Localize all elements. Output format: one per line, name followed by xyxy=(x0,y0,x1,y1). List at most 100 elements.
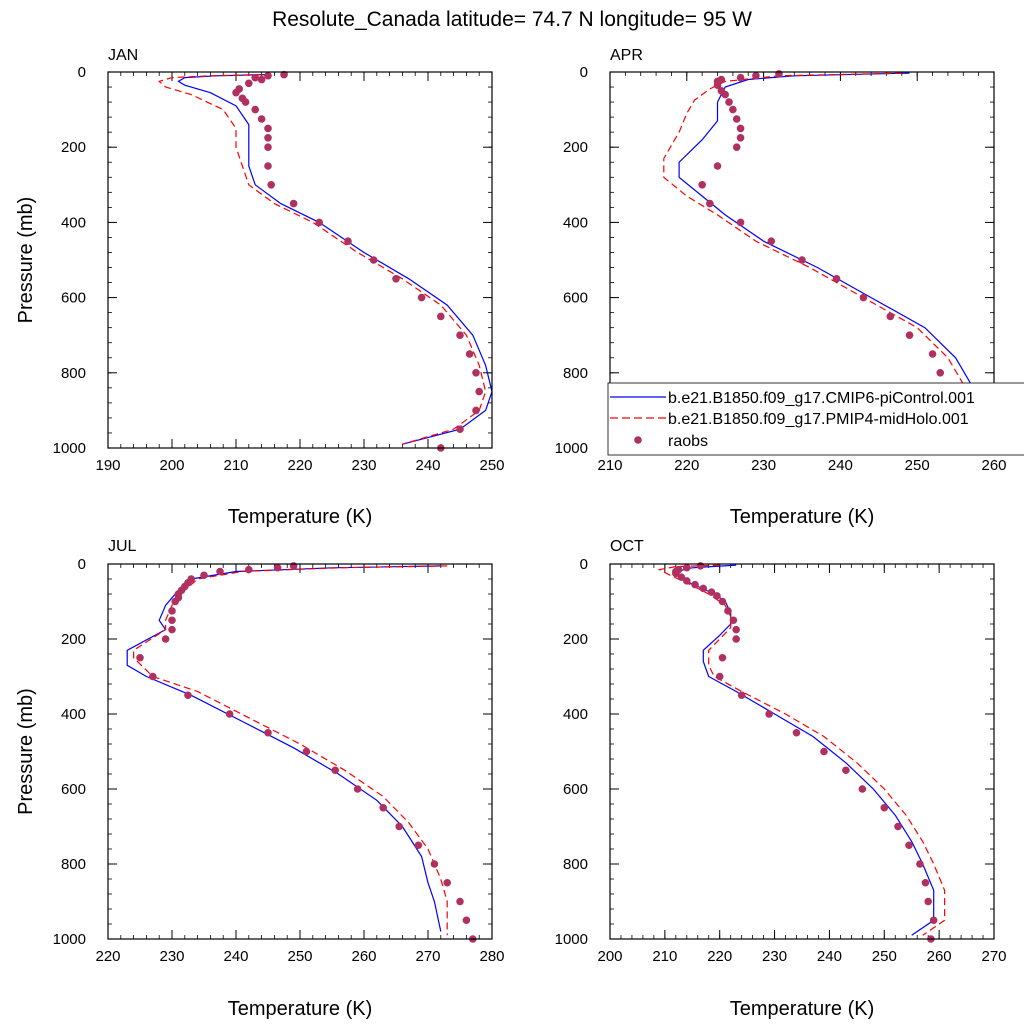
chart-apr-raobs-point xyxy=(798,256,806,264)
chart-apr-x-tick-label: 260 xyxy=(981,457,1006,474)
chart-oct-x-tick-label: 230 xyxy=(762,948,787,965)
chart-jan-raobs-point xyxy=(475,387,484,396)
chart-apr-x-axis-label: Temperature (K) xyxy=(730,506,875,528)
chart-jul-x-tick-label: 250 xyxy=(287,948,312,965)
chart-jan-raobs-point xyxy=(264,134,272,142)
chart-oct-midholo-line xyxy=(657,564,946,936)
chart-jul-raobs-point xyxy=(379,803,388,812)
chart-jan-y-tick-label: 200 xyxy=(61,139,86,156)
chart-oct-raobs-point xyxy=(729,616,738,625)
chart-oct-y-tick-label: 200 xyxy=(563,631,588,648)
chart-jan-panel-title: JAN xyxy=(108,47,138,64)
chart-oct-x-tick-label: 250 xyxy=(872,948,897,965)
chart-jan-raobs-point xyxy=(257,115,266,123)
chart-jan-raobs-point xyxy=(315,218,324,227)
chart-oct-raobs-point xyxy=(880,803,889,812)
chart-oct-raobs-point xyxy=(724,607,732,615)
chart-jul-raobs-point xyxy=(171,597,179,606)
chart-oct-x-tick-label: 260 xyxy=(927,948,952,965)
chart-apr-raobs-point xyxy=(928,350,937,358)
chart-apr-raobs-point xyxy=(725,98,733,106)
legend-label-picontrol: b.e21.B1850.f09_g17.CMIP6-piControl.001 xyxy=(668,390,975,407)
chart-jan-raobs-point xyxy=(392,275,400,283)
chart-apr-raobs-point xyxy=(698,181,706,189)
chart-jul-raobs-point xyxy=(161,635,170,643)
chart-jan-raobs-point xyxy=(472,369,480,377)
chart-jul-panel-title: JUL xyxy=(108,538,137,555)
chart-apr-y-tick-label: 0 xyxy=(580,64,588,81)
chart-apr-raobs-point xyxy=(886,312,895,321)
chart-oct-raobs-point xyxy=(699,584,708,593)
chart-oct-raobs-point xyxy=(792,728,801,737)
chart-jul-raobs-point xyxy=(184,691,192,700)
chart-oct-frame xyxy=(609,563,995,940)
chart-jan-y-tick-label: 400 xyxy=(61,214,86,231)
chart-jan-y-tick-label: 800 xyxy=(61,365,86,382)
chart-jul-raobs-point xyxy=(168,607,176,615)
chart-oct-raobs-point xyxy=(707,588,716,596)
chart-apr-y-tick-label: 1000 xyxy=(555,440,588,457)
chart-jul-raobs-point xyxy=(200,571,208,580)
chart-jan-y-tick-label: 600 xyxy=(61,290,86,307)
chart-jan-frame xyxy=(107,71,493,449)
chart-jan-raobs-point xyxy=(280,70,288,79)
chart-apr-raobs-point xyxy=(736,124,745,133)
chart-oct-x-tick-label: 210 xyxy=(652,948,677,965)
chart-oct-raobs-point xyxy=(713,592,721,600)
chart-oct-y-tick-label: 600 xyxy=(563,781,588,798)
chart-oct-raobs-point xyxy=(924,897,932,906)
chart-jul-y-tick-label: 0 xyxy=(78,556,86,573)
chart-oct-raobs-point xyxy=(718,653,727,662)
chart-oct-x-axis-label: Temperature (K) xyxy=(730,998,875,1020)
chart-jan-x-tick-label: 250 xyxy=(479,457,504,474)
chart-jan-raobs-point xyxy=(245,79,253,88)
chart-oct-raobs-point xyxy=(921,878,930,887)
chart-jan-raobs-point xyxy=(369,256,378,264)
chart-jul-raobs-point xyxy=(353,785,362,793)
chart-apr-x-tick-label: 210 xyxy=(597,457,622,474)
legend-label-raobs: raobs xyxy=(668,433,708,450)
chart-jul-raobs-point xyxy=(302,747,311,756)
chart-jan-x-tick-label: 200 xyxy=(159,457,184,474)
panel-oct: 200 210 220 230 240 250 260 270 0 200 400 600 800 100… xyxy=(555,538,1007,1020)
chart-oct-y-tick-label: 0 xyxy=(580,556,588,573)
chart-jan-raobs-point xyxy=(264,143,272,151)
chart-oct-x-tick-label: 200 xyxy=(597,948,622,965)
chart-jul-raobs-point xyxy=(462,916,471,925)
chart-jan-raobs-point xyxy=(251,73,259,82)
chart-apr-raobs-point xyxy=(713,162,722,170)
chart-oct-raobs-point xyxy=(696,562,705,570)
chart-jul-x-tick-label: 260 xyxy=(351,948,376,965)
chart-apr-raobs-point xyxy=(752,71,760,80)
chart-jul-y-tick-label: 800 xyxy=(61,856,86,873)
chart-apr-y-tick-label: 400 xyxy=(563,214,588,231)
chart-jan-raobs-point xyxy=(465,350,474,358)
chart-jan-raobs-point xyxy=(472,406,480,415)
chart-jan-raobs-point xyxy=(232,88,240,97)
chart-apr-y-tick-label: 200 xyxy=(563,139,588,156)
chart-jul-raobs-point xyxy=(168,616,176,625)
chart-apr-raobs-point xyxy=(729,105,737,114)
chart-oct-raobs-point xyxy=(905,841,913,850)
chart-apr-y-tick-label: 800 xyxy=(563,365,588,382)
chart-jul-raobs-point xyxy=(149,672,157,681)
chart-jan-raobs-point xyxy=(267,181,276,189)
chart-jul-raobs-point xyxy=(264,728,272,737)
chart-jul-raobs-point xyxy=(414,841,423,850)
legend-box xyxy=(607,382,1024,456)
chart-oct-raobs-point xyxy=(894,822,902,831)
chart-oct-raobs-point xyxy=(683,577,691,585)
chart-apr-x-tick-label: 220 xyxy=(674,457,699,474)
chart-jul-raobs-point xyxy=(443,878,452,887)
chart-oct-panel-title: OCT xyxy=(610,538,644,555)
legend: b.e21.B1850.f09_g17.CMIP6-piControl.001 … xyxy=(607,382,1024,456)
chart-jan-raobs-point xyxy=(251,105,259,114)
chart-jul-x-tick-label: 230 xyxy=(159,948,184,965)
chart-jan-raobs-point xyxy=(264,124,272,133)
chart-jul-frame xyxy=(107,563,493,940)
chart-oct-raobs-point xyxy=(929,916,938,925)
chart-apr-raobs-point xyxy=(905,331,914,340)
chart-oct-raobs-point xyxy=(732,625,740,634)
chart-oct-raobs-point xyxy=(672,569,680,578)
